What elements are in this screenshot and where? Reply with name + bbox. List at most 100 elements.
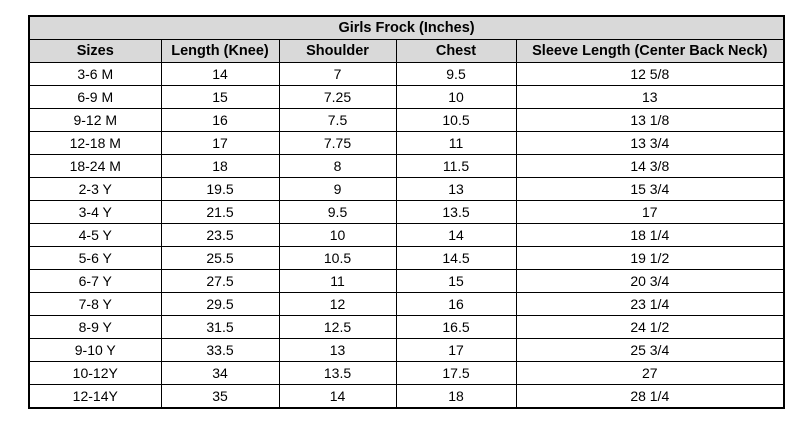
measure-cell: 13 [395, 177, 517, 201]
measure-cell: 10 [395, 85, 517, 109]
size-cell: 3-4 Y [28, 200, 162, 224]
table-row: 7-8 Y 29.5 12 16 23 1/4 [28, 292, 785, 316]
measure-cell: 12 [278, 292, 397, 316]
measure-cell: 17 [515, 200, 785, 224]
measure-cell: 13 [278, 338, 397, 362]
size-cell: 9-12 M [28, 108, 162, 132]
table-row: 9-10 Y 33.5 13 17 25 3/4 [28, 338, 785, 362]
size-cell: 10-12Y [28, 361, 162, 385]
measure-cell: 23 1/4 [515, 292, 785, 316]
measure-cell: 7.5 [278, 108, 397, 132]
measure-cell: 7.25 [278, 85, 397, 109]
measure-cell: 12 5/8 [515, 62, 785, 86]
table-row: 12-18 M 17 7.75 11 13 3/4 [28, 131, 785, 155]
column-header: Chest [395, 39, 517, 63]
header-row: Sizes Length (Knee) Shoulder Chest Sleeve Le… [28, 39, 785, 63]
measure-cell: 15 [395, 269, 517, 293]
measure-cell: 10.5 [278, 246, 397, 270]
measure-cell: 13 3/4 [515, 131, 785, 155]
measure-cell: 16 [160, 108, 280, 132]
size-cell: 12-14Y [28, 384, 162, 409]
measure-cell: 27 [515, 361, 785, 385]
table-row: 3-4 Y 21.5 9.5 13.5 17 [28, 200, 785, 224]
table-row: 5-6 Y 25.5 10.5 14.5 19 1/2 [28, 246, 785, 270]
measure-cell: 25.5 [160, 246, 280, 270]
measure-cell: 10.5 [395, 108, 517, 132]
measure-cell: 18 [160, 154, 280, 178]
measure-cell: 11 [395, 131, 517, 155]
size-cell: 8-9 Y [28, 315, 162, 339]
measure-cell: 9.5 [278, 200, 397, 224]
measure-cell: 9 [278, 177, 397, 201]
measure-cell: 17 [160, 131, 280, 155]
measure-cell: 25 3/4 [515, 338, 785, 362]
measure-cell: 7.75 [278, 131, 397, 155]
measure-cell: 14 3/8 [515, 154, 785, 178]
size-table: Girls Frock (Inches) Sizes Length (Knee) S… [28, 15, 786, 409]
measure-cell: 20 3/4 [515, 269, 785, 293]
table-row: 18-24 M 18 8 11.5 14 3/8 [28, 154, 785, 178]
table-row: 6-9 M 15 7.25 10 13 [28, 85, 785, 109]
size-cell: 2-3 Y [28, 177, 162, 201]
measure-cell: 15 3/4 [515, 177, 785, 201]
table-row: 3-6 M 14 7 9.5 12 5/8 [28, 62, 785, 86]
measure-cell: 24 1/2 [515, 315, 785, 339]
measure-cell: 12.5 [278, 315, 397, 339]
measure-cell: 13 [515, 85, 785, 109]
size-cell: 3-6 M [28, 62, 162, 86]
size-cell: 6-9 M [28, 85, 162, 109]
size-chart: Girls Frock (Inches) Sizes Length (Knee) S… [28, 15, 786, 409]
measure-cell: 33.5 [160, 338, 280, 362]
measure-cell: 14 [278, 384, 397, 409]
measure-cell: 31.5 [160, 315, 280, 339]
size-cell: 7-8 Y [28, 292, 162, 316]
column-header: Length (Knee) [160, 39, 280, 63]
measure-cell: 28 1/4 [515, 384, 785, 409]
column-header: Shoulder [278, 39, 397, 63]
table-row: 4-5 Y 23.5 10 14 18 1/4 [28, 223, 785, 247]
size-cell: 5-6 Y [28, 246, 162, 270]
table-row: 9-12 M 16 7.5 10.5 13 1/8 [28, 108, 785, 132]
measure-cell: 21.5 [160, 200, 280, 224]
measure-cell: 17.5 [395, 361, 517, 385]
measure-cell: 18 1/4 [515, 223, 785, 247]
measure-cell: 13 1/8 [515, 108, 785, 132]
title-row: Girls Frock (Inches) [28, 15, 785, 40]
measure-cell: 17 [395, 338, 517, 362]
table-row: 12-14Y 35 14 18 28 1/4 [28, 384, 785, 409]
measure-cell: 13.5 [278, 361, 397, 385]
measure-cell: 10 [278, 223, 397, 247]
measure-cell: 27.5 [160, 269, 280, 293]
measure-cell: 14 [395, 223, 517, 247]
measure-cell: 29.5 [160, 292, 280, 316]
measure-cell: 11 [278, 269, 397, 293]
measure-cell: 9.5 [395, 62, 517, 86]
table-head: Girls Frock (Inches) Sizes Length (Knee) S… [28, 15, 785, 63]
measure-cell: 8 [278, 154, 397, 178]
table-body: 3-6 M 14 7 9.5 12 5/8 6-9 M 15 7.25 10 13 9-12 M 16… [28, 62, 785, 409]
measure-cell: 14.5 [395, 246, 517, 270]
size-cell: 6-7 Y [28, 269, 162, 293]
table-row: 10-12Y 34 13.5 17.5 27 [28, 361, 785, 385]
measure-cell: 34 [160, 361, 280, 385]
measure-cell: 19 1/2 [515, 246, 785, 270]
table-row: 2-3 Y 19.5 9 13 15 3/4 [28, 177, 785, 201]
size-cell: 4-5 Y [28, 223, 162, 247]
measure-cell: 35 [160, 384, 280, 409]
size-cell: 12-18 M [28, 131, 162, 155]
column-header: Sizes [28, 39, 162, 63]
size-cell: 18-24 M [28, 154, 162, 178]
measure-cell: 19.5 [160, 177, 280, 201]
measure-cell: 13.5 [395, 200, 517, 224]
measure-cell: 11.5 [395, 154, 517, 178]
table-row: 6-7 Y 27.5 11 15 20 3/4 [28, 269, 785, 293]
table-row: 8-9 Y 31.5 12.5 16.5 24 1/2 [28, 315, 785, 339]
column-header: Sleeve Length (Center Back Neck) [515, 39, 785, 63]
measure-cell: 16 [395, 292, 517, 316]
measure-cell: 7 [278, 62, 397, 86]
measure-cell: 23.5 [160, 223, 280, 247]
measure-cell: 16.5 [395, 315, 517, 339]
table-title: Girls Frock (Inches) [28, 15, 785, 40]
measure-cell: 15 [160, 85, 280, 109]
